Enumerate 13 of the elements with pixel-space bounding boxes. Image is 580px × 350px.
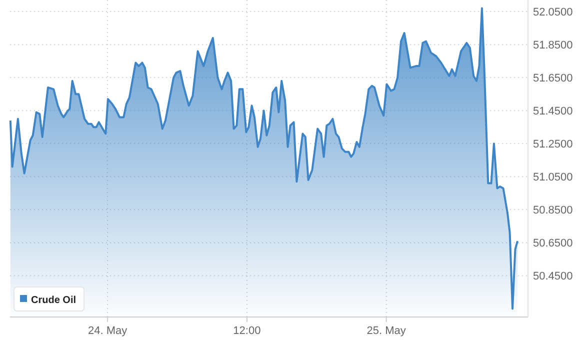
x-tick-label: 25. May [366, 325, 406, 337]
y-tick-label: 51.4500 [533, 106, 573, 118]
y-tick-label: 50.4500 [533, 270, 573, 283]
y-tick-label: 51.8500 [533, 40, 573, 52]
legend-label: Crude Oil [31, 295, 76, 306]
y-tick-label: 50.6500 [533, 238, 573, 250]
y-tick-label: 51.0500 [533, 172, 573, 184]
x-tick-label: 24. May [88, 325, 128, 337]
x-tick-label: 12:00 [233, 325, 261, 337]
y-tick-label: 51.6500 [533, 72, 573, 85]
y-tick-label: 50.8500 [533, 204, 573, 217]
y-tick-label: 51.2500 [533, 138, 573, 151]
y-tick-label: 52.0500 [533, 6, 573, 19]
